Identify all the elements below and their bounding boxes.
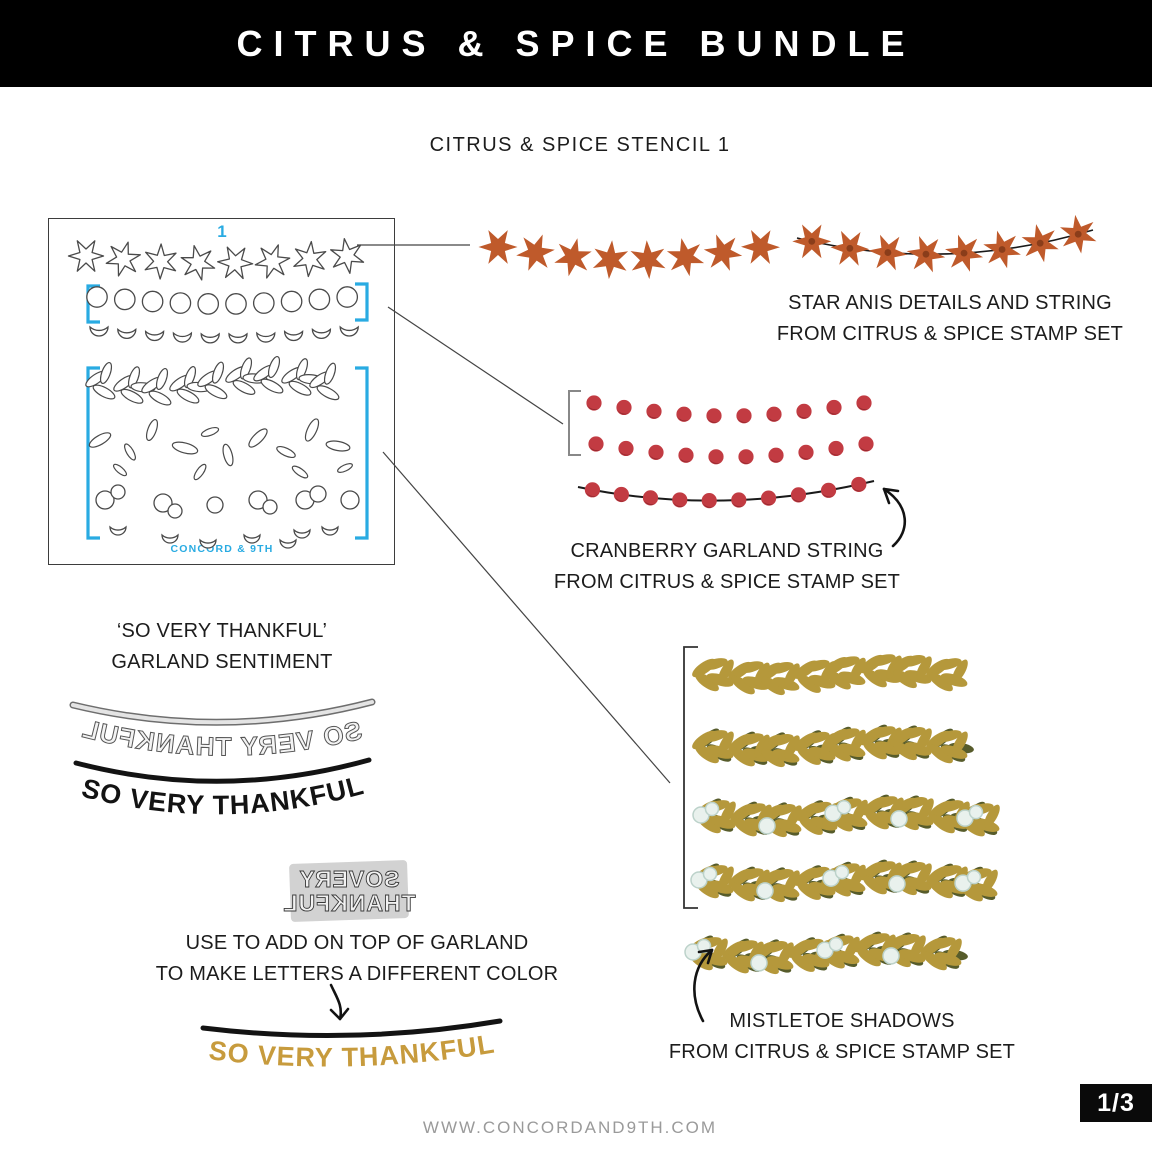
mistletoe-garland-icon	[684, 654, 1000, 975]
overlay-stamp-icon: SOVERY THANKFUL	[282, 860, 416, 922]
header-bar: CITRUS & SPICE BUNDLE	[0, 0, 1152, 87]
gold-garland-text: SO VERY THANKFUL	[207, 1029, 497, 1073]
stencil-title: CITRUS & SPICE STENCIL 1	[429, 134, 731, 156]
stamp-text-line1: SOVERY	[298, 866, 399, 892]
stamp-text-line2: THANKFUL	[282, 890, 415, 916]
die-garland-text: SO VERY THANKFUL	[78, 713, 365, 762]
stamped-garland-icon: SO VERY THANKFUL	[73, 757, 372, 820]
caption-star-anise: STAR ANIS DETAILS AND STRING FROM CITRUS…	[776, 292, 1124, 345]
cranberry-bracket	[568, 390, 581, 456]
website-link: WWW.CONCORDAND9TH.COM	[422, 1118, 718, 1137]
stencil-number: 1	[217, 222, 227, 241]
cranberry-garland-icon	[577, 395, 875, 509]
caption-cranberry: CRANBERRY GARLAND STRING FROM CITRUS & S…	[553, 540, 901, 593]
mistletoe-bracket	[683, 646, 698, 909]
caption-sentiment: ‘SO VERY THANKFUL’ GARLAND SENTIMENT	[111, 620, 333, 673]
page-indicator: 1/3	[1080, 1084, 1152, 1122]
arrow-down-icon	[329, 983, 350, 1021]
caption-overlay-tip: USE TO ADD ON TOP OF GARLAND TO MAKE LET…	[155, 932, 559, 985]
stencil-preview-panel	[48, 218, 395, 565]
page-title: CITRUS & SPICE BUNDLE	[236, 22, 916, 64]
gold-garland-icon: SO VERY THANKFUL	[200, 1018, 503, 1073]
connector-lines	[357, 244, 671, 784]
caption-mistletoe: MISTLETOE SHADOWS FROM CITRUS & SPICE ST…	[668, 1010, 1016, 1063]
stamped-garland-text: SO VERY THANKFUL	[79, 770, 368, 820]
star-anise-details-icon	[478, 230, 780, 280]
die-garland-icon: SO VERY THANKFUL	[69, 698, 376, 762]
stencil-brand-label: CONCORD & 9TH	[170, 543, 274, 555]
star-anise-garland-string-icon	[792, 214, 1097, 273]
